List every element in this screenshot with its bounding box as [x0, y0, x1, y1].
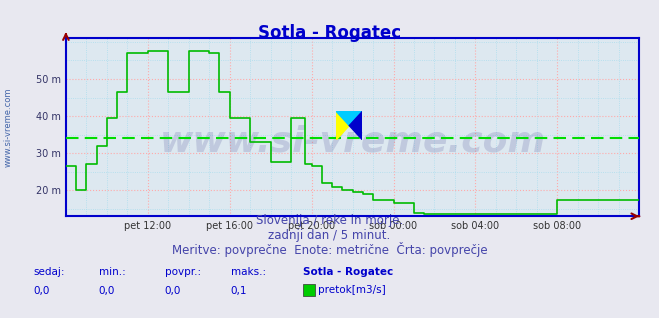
Text: Sotla - Rogatec: Sotla - Rogatec	[258, 24, 401, 42]
Text: Meritve: povprečne  Enote: metrične  Črta: povprečje: Meritve: povprečne Enote: metrične Črta:…	[172, 242, 487, 257]
Text: min.:: min.:	[99, 267, 126, 277]
Text: povpr.:: povpr.:	[165, 267, 201, 277]
Polygon shape	[336, 111, 349, 140]
Text: zadnji dan / 5 minut.: zadnji dan / 5 minut.	[268, 229, 391, 242]
Text: pretok[m3/s]: pretok[m3/s]	[318, 285, 386, 294]
Text: 0,0: 0,0	[165, 286, 181, 296]
Text: Sotla - Rogatec: Sotla - Rogatec	[303, 267, 393, 277]
Text: maks.:: maks.:	[231, 267, 266, 277]
Polygon shape	[349, 111, 362, 140]
Text: 0,0: 0,0	[99, 286, 115, 296]
Text: www.si-vreme.com: www.si-vreme.com	[159, 124, 546, 158]
Text: Slovenija / reke in morje.: Slovenija / reke in morje.	[256, 214, 403, 227]
Text: sedaj:: sedaj:	[33, 267, 65, 277]
Text: 0,1: 0,1	[231, 286, 247, 296]
Text: 0,0: 0,0	[33, 286, 49, 296]
Polygon shape	[336, 111, 362, 126]
Text: www.si-vreme.com: www.si-vreme.com	[3, 87, 13, 167]
